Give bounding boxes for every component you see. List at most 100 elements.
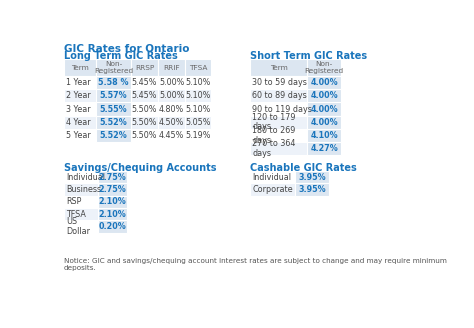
Text: 2.10%: 2.10% xyxy=(99,210,127,219)
Text: 60 to 89 days: 60 to 89 days xyxy=(252,92,307,100)
Text: 5.10%: 5.10% xyxy=(185,92,210,100)
Bar xyxy=(307,102,341,115)
Bar xyxy=(158,129,185,142)
Text: TFSA: TFSA xyxy=(66,210,86,219)
Text: Long Term GIC Rates: Long Term GIC Rates xyxy=(64,51,178,61)
Text: 4.00%: 4.00% xyxy=(310,92,338,100)
Text: 3.95%: 3.95% xyxy=(298,173,326,182)
Bar xyxy=(158,90,185,102)
Bar xyxy=(307,115,341,129)
Text: Savings/Chequing Accounts: Savings/Chequing Accounts xyxy=(64,163,217,173)
Bar xyxy=(98,183,128,196)
Text: 2.75%: 2.75% xyxy=(99,185,127,194)
Bar xyxy=(130,90,158,102)
Text: 2.10%: 2.10% xyxy=(99,197,127,206)
Text: Business: Business xyxy=(66,185,101,194)
Bar xyxy=(295,171,329,183)
Text: 5 Year: 5 Year xyxy=(66,131,91,140)
Bar xyxy=(307,90,341,102)
Bar xyxy=(185,102,211,115)
Bar xyxy=(250,90,307,102)
Bar xyxy=(185,90,211,102)
Text: Individual: Individual xyxy=(66,173,105,182)
Text: RRSP: RRSP xyxy=(135,65,154,71)
Bar xyxy=(98,171,128,183)
Bar xyxy=(64,129,96,142)
Bar xyxy=(307,142,341,155)
Bar xyxy=(250,171,295,183)
Bar xyxy=(158,76,185,90)
Bar xyxy=(130,76,158,90)
Bar xyxy=(64,90,96,102)
Text: RRIF: RRIF xyxy=(164,65,180,71)
Bar xyxy=(307,76,341,90)
Bar xyxy=(64,208,98,220)
Text: Term: Term xyxy=(270,65,288,71)
Bar xyxy=(96,129,130,142)
Bar xyxy=(96,59,130,76)
Bar xyxy=(64,59,96,76)
Text: 3 Year: 3 Year xyxy=(66,105,91,113)
Bar xyxy=(295,183,329,196)
Bar xyxy=(64,220,98,233)
Text: 5.50%: 5.50% xyxy=(132,105,157,113)
Text: Individual: Individual xyxy=(252,173,291,182)
Bar xyxy=(64,183,98,196)
Bar xyxy=(130,129,158,142)
Text: 5.00%: 5.00% xyxy=(159,92,184,100)
Text: 5.45%: 5.45% xyxy=(132,78,157,87)
Bar xyxy=(96,115,130,129)
Bar xyxy=(98,208,128,220)
Bar xyxy=(64,171,98,183)
Text: 270 to 364
days: 270 to 364 days xyxy=(252,139,296,158)
Text: 4 Year: 4 Year xyxy=(66,118,91,127)
Bar xyxy=(250,183,295,196)
Bar xyxy=(130,115,158,129)
Bar xyxy=(185,129,211,142)
Text: 5.10%: 5.10% xyxy=(185,105,210,113)
Bar xyxy=(250,59,307,76)
Text: 4.50%: 4.50% xyxy=(159,118,184,127)
Bar xyxy=(158,102,185,115)
Bar xyxy=(250,129,307,142)
Bar xyxy=(250,115,307,129)
Text: Notice: GIC and savings/chequing account interest rates are subject to change an: Notice: GIC and savings/chequing account… xyxy=(64,258,447,271)
Text: 3.95%: 3.95% xyxy=(298,185,326,194)
Bar xyxy=(158,59,185,76)
Text: 30 to 59 days: 30 to 59 days xyxy=(252,78,307,87)
Bar xyxy=(98,196,128,208)
Bar xyxy=(250,102,307,115)
Text: 180 to 269
days: 180 to 269 days xyxy=(252,126,296,145)
Text: US
Dollar: US Dollar xyxy=(66,217,90,236)
Bar xyxy=(307,129,341,142)
Text: Non-
Registered: Non- Registered xyxy=(94,61,133,74)
Text: 0.20%: 0.20% xyxy=(99,222,127,231)
Text: 4.10%: 4.10% xyxy=(310,131,338,140)
Text: RSP: RSP xyxy=(66,197,82,206)
Bar xyxy=(96,76,130,90)
Bar xyxy=(250,142,307,155)
Text: 5.45%: 5.45% xyxy=(132,92,157,100)
Text: 90 to 119 days: 90 to 119 days xyxy=(252,105,312,113)
Text: 4.45%: 4.45% xyxy=(159,131,184,140)
Text: GIC Rates for Ontario: GIC Rates for Ontario xyxy=(64,44,190,54)
Bar xyxy=(307,59,341,76)
Bar xyxy=(130,102,158,115)
Text: 5.55%: 5.55% xyxy=(100,105,128,113)
Text: Term: Term xyxy=(71,65,89,71)
Text: 5.10%: 5.10% xyxy=(185,78,210,87)
Text: 4.80%: 4.80% xyxy=(159,105,184,113)
Text: 5.52%: 5.52% xyxy=(100,131,128,140)
Text: 4.00%: 4.00% xyxy=(310,118,338,127)
Text: Non-
Registered: Non- Registered xyxy=(305,61,344,74)
Text: 5.50%: 5.50% xyxy=(132,131,157,140)
Text: 4.27%: 4.27% xyxy=(310,144,338,153)
Bar xyxy=(96,90,130,102)
Bar xyxy=(98,220,128,233)
Bar xyxy=(158,115,185,129)
Bar xyxy=(250,76,307,90)
Text: TFSA: TFSA xyxy=(189,65,207,71)
Text: 1 Year: 1 Year xyxy=(66,78,91,87)
Text: 5.19%: 5.19% xyxy=(185,131,211,140)
Text: 5.52%: 5.52% xyxy=(100,118,128,127)
